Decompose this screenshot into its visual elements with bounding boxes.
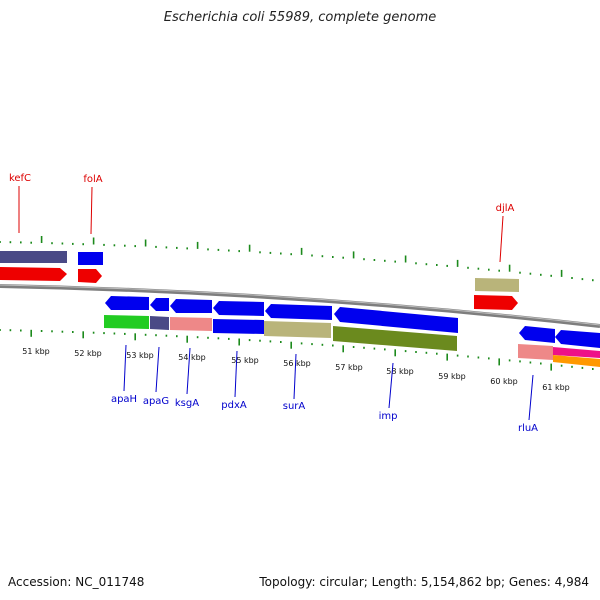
forward-feature-track — [0, 251, 519, 310]
map-title: Escherichia coli 55989, complete genome — [163, 10, 437, 25]
inner-tick-row — [0, 329, 594, 371]
genome-backbone — [0, 284, 600, 328]
kbp-label: 54 kbp — [178, 353, 206, 362]
gene-feature-block[interactable] — [519, 326, 555, 343]
gene-label-apaG[interactable]: apaG — [143, 396, 169, 407]
gene-feature-block[interactable] — [78, 269, 102, 283]
label-leader-line — [528, 374, 534, 421]
outer-tick-row — [0, 236, 594, 282]
kbp-label: 61 kbp — [542, 383, 570, 392]
gene-label-surA[interactable]: surA — [283, 401, 306, 412]
gene-label-apaH[interactable]: apaH — [111, 394, 137, 405]
gene-feature-block[interactable] — [150, 316, 169, 330]
label-leader-line — [155, 346, 160, 393]
kbp-label: 55 kbp — [231, 356, 259, 365]
kbp-label: 59 kbp — [438, 372, 466, 381]
label-leader-line — [186, 347, 191, 395]
gene-label-pdxA[interactable]: pdxA — [221, 400, 247, 411]
gene-feature-block[interactable] — [0, 251, 67, 263]
label-leader-line — [499, 215, 504, 263]
gene-label-folA[interactable]: folA — [83, 174, 102, 185]
gene-feature-block[interactable] — [555, 330, 600, 348]
gene-feature-block[interactable] — [213, 319, 264, 334]
gene-feature-block[interactable] — [333, 326, 457, 351]
genome-stats-text: Topology: circular; Length: 5,154,862 bp… — [259, 575, 589, 589]
gene-feature-block[interactable] — [518, 344, 553, 360]
forward-gene-labels: kefC folA djlA — [9, 173, 515, 263]
kbp-label: 52 kbp — [74, 349, 102, 358]
kbp-label: 51 kbp — [22, 347, 50, 356]
gene-feature-block[interactable] — [474, 295, 518, 310]
kbp-label: 53 kbp — [126, 351, 154, 360]
gene-feature-block[interactable] — [475, 278, 519, 292]
gene-label-djlA[interactable]: djlA — [496, 203, 515, 214]
kbp-label-row: 51 kbp 52 kbp 53 kbp 54 kbp 55 kbp 56 kb… — [22, 347, 570, 392]
gene-feature-block[interactable] — [264, 321, 331, 338]
gene-feature-block[interactable] — [0, 267, 67, 281]
gene-feature-block[interactable] — [104, 315, 149, 329]
gene-feature-block[interactable] — [150, 298, 169, 311]
kbp-label: 56 kbp — [283, 359, 311, 368]
kbp-label: 58 kbp — [386, 367, 414, 376]
label-leader-line — [90, 186, 93, 235]
gene-feature-block[interactable] — [105, 296, 149, 310]
gene-label-imp[interactable]: imp — [379, 411, 398, 422]
reverse-gene-labels: apaH apaG ksgA pdxA surA imp rluA — [111, 344, 538, 434]
gene-feature-block[interactable] — [170, 317, 212, 331]
gene-feature-block[interactable] — [213, 301, 264, 316]
label-leader-line — [234, 350, 238, 398]
gene-feature-block[interactable] — [334, 307, 458, 333]
gene-feature-block[interactable] — [170, 299, 212, 313]
accession-text: Accession: NC_011748 — [8, 575, 145, 589]
gene-feature-block[interactable] — [553, 347, 600, 358]
gene-feature-block[interactable] — [78, 252, 103, 265]
label-leader-line — [293, 353, 297, 400]
kbp-label: 57 kbp — [335, 363, 363, 372]
reverse-feature-track — [104, 296, 600, 367]
gene-label-ksgA[interactable]: ksgA — [175, 398, 199, 409]
gene-feature-block[interactable] — [553, 355, 600, 367]
label-leader-line — [388, 362, 394, 409]
genome-backbone-highlight — [0, 284, 600, 326]
label-leader-line — [123, 344, 127, 392]
gene-label-kefC[interactable]: kefC — [9, 173, 31, 184]
kbp-label: 60 kbp — [490, 377, 518, 386]
gene-feature-block[interactable] — [265, 304, 332, 320]
gene-label-rluA[interactable]: rluA — [518, 423, 538, 434]
